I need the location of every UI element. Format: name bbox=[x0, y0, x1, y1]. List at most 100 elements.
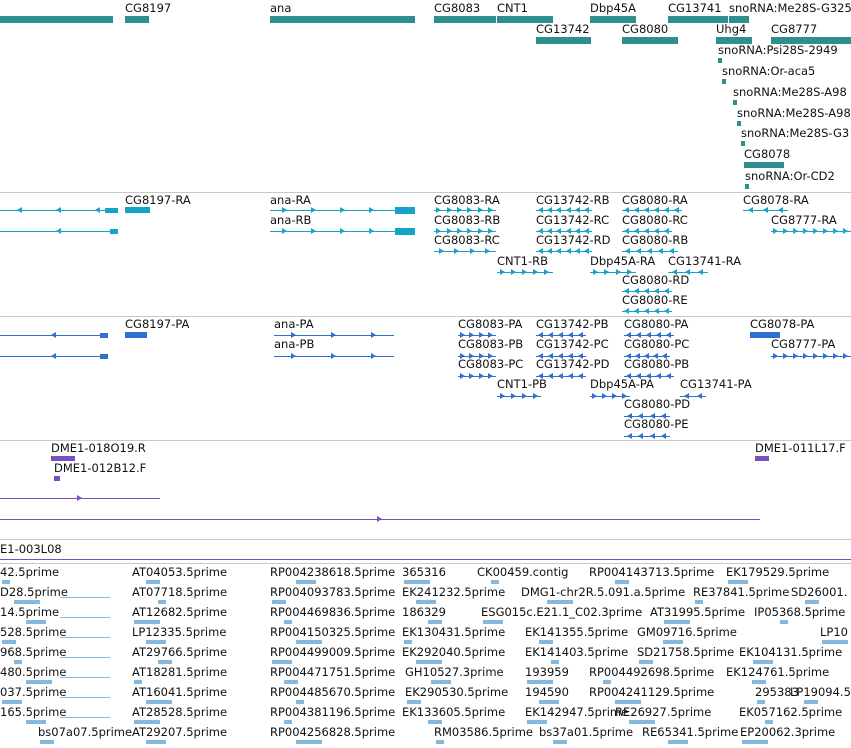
gene-glyph[interactable] bbox=[744, 162, 784, 168]
protein-label[interactable]: CG13742-PD bbox=[536, 357, 610, 371]
est-label[interactable]: 037.5prime bbox=[0, 685, 67, 699]
est-glyph[interactable] bbox=[158, 660, 172, 664]
protein-label[interactable]: CG8083-PC bbox=[458, 357, 524, 371]
transcript-label[interactable]: CG13741-RA bbox=[668, 254, 742, 268]
est-glyph[interactable] bbox=[416, 660, 442, 664]
est-glyph[interactable] bbox=[2, 640, 16, 644]
est-glyph[interactable] bbox=[134, 680, 142, 684]
est-glyph[interactable] bbox=[407, 700, 421, 704]
est-label[interactable]: EK142947.5prime bbox=[525, 705, 629, 719]
est-label[interactable]: CK00459.contig bbox=[477, 565, 569, 579]
gene-label[interactable]: Uhg4 bbox=[716, 22, 747, 36]
transcript-label[interactable]: CG8080-RD bbox=[622, 273, 690, 287]
protein-label[interactable]: CG8080-PC bbox=[624, 337, 690, 351]
feature-intron-line[interactable] bbox=[536, 210, 592, 211]
feature-intron-line[interactable] bbox=[60, 697, 110, 698]
feature-intron-line[interactable] bbox=[434, 210, 496, 211]
est-label[interactable]: ESG015c.E21.1_C02.3prime bbox=[481, 605, 643, 619]
est-glyph[interactable] bbox=[2, 700, 22, 704]
est-glyph[interactable] bbox=[296, 700, 304, 704]
feature-intron-line[interactable] bbox=[536, 231, 592, 232]
est-glyph[interactable] bbox=[146, 700, 172, 704]
protein-label[interactable]: CG13741-PA bbox=[680, 377, 752, 391]
gene-glyph[interactable] bbox=[0, 16, 113, 23]
est-label[interactable]: RP004093783.5prime bbox=[270, 585, 396, 599]
est-label[interactable]: IP05368.5prime bbox=[754, 605, 846, 619]
est-glyph[interactable] bbox=[296, 640, 322, 644]
protein-label[interactable]: CG8197-PA bbox=[125, 317, 190, 331]
gene-glyph[interactable] bbox=[718, 58, 722, 63]
est-glyph[interactable] bbox=[728, 580, 748, 584]
gene-glyph[interactable] bbox=[741, 141, 745, 146]
est-label[interactable]: AT12682.5prime bbox=[132, 605, 228, 619]
transcript-label[interactable]: CG8197-RA bbox=[125, 193, 191, 207]
est-glyph[interactable] bbox=[284, 620, 292, 624]
gene-label[interactable]: CG13742 bbox=[536, 22, 590, 36]
gene-label[interactable]: CG13741 bbox=[668, 1, 722, 15]
est-label[interactable]: AT29207.5prime bbox=[132, 725, 228, 739]
est-glyph[interactable] bbox=[134, 620, 160, 624]
clone-glyph[interactable] bbox=[755, 456, 769, 461]
gene-label[interactable]: snoRNA:Me28S-G3 bbox=[741, 126, 850, 140]
est-glyph[interactable] bbox=[527, 680, 553, 684]
est-glyph[interactable] bbox=[416, 600, 436, 604]
est-label[interactable]: 968.5prime bbox=[0, 645, 67, 659]
clone-label[interactable]: DME1-018O19.R bbox=[51, 441, 146, 455]
protein-label[interactable]: CG8083-PB bbox=[458, 337, 524, 351]
est-glyph[interactable] bbox=[780, 620, 788, 624]
est-label[interactable]: 165.5prime bbox=[0, 705, 67, 719]
gene-label[interactable]: Dbp45A bbox=[590, 1, 636, 15]
est-label[interactable]: EK141355.5prime bbox=[525, 625, 629, 639]
est-glyph[interactable] bbox=[639, 660, 653, 664]
gene-glyph[interactable] bbox=[716, 37, 752, 44]
feature-intron-line[interactable] bbox=[771, 356, 851, 357]
est-glyph[interactable] bbox=[134, 720, 160, 724]
clone-label[interactable]: DME1-012B12.F bbox=[54, 461, 147, 475]
est-label[interactable]: RP004485670.5prime bbox=[270, 685, 396, 699]
est-glyph[interactable] bbox=[146, 640, 166, 644]
feature-intron-line[interactable] bbox=[434, 251, 496, 252]
est-label[interactable]: 193959 bbox=[525, 665, 569, 679]
clone-label[interactable]: DME1-011L17.F bbox=[755, 441, 846, 455]
feature-intron-line[interactable] bbox=[60, 637, 110, 638]
est-label[interactable]: AT29766.5prime bbox=[132, 645, 228, 659]
est-label[interactable]: EK290530.5prime bbox=[405, 685, 509, 699]
est-label[interactable]: RM03586.5prime bbox=[434, 725, 533, 739]
gene-glyph[interactable] bbox=[536, 37, 591, 44]
protein-label[interactable]: ana-PA bbox=[274, 317, 314, 331]
est-glyph[interactable] bbox=[757, 700, 765, 704]
transcript-label[interactable]: CG8083-RA bbox=[434, 193, 500, 207]
est-glyph[interactable] bbox=[539, 700, 559, 704]
est-glyph[interactable] bbox=[26, 720, 46, 724]
protein-label[interactable]: Dbp45A-PA bbox=[590, 377, 654, 391]
est-label[interactable]: AT07718.5prime bbox=[132, 585, 228, 599]
est-glyph[interactable] bbox=[431, 680, 451, 684]
gene-label[interactable]: snoRNA:Me28S-A98 bbox=[733, 85, 847, 99]
est-label[interactable]: RP004238618.5prime bbox=[270, 565, 396, 579]
protein-label[interactable]: CG8080-PA bbox=[624, 317, 689, 331]
feature-intron-line[interactable] bbox=[0, 559, 851, 560]
est-glyph[interactable] bbox=[822, 640, 848, 644]
exon-glyph[interactable] bbox=[100, 333, 108, 338]
est-glyph[interactable] bbox=[491, 580, 499, 584]
est-label[interactable]: EK179529.5prime bbox=[726, 565, 830, 579]
exon-glyph[interactable] bbox=[125, 207, 150, 213]
gene-glyph[interactable] bbox=[270, 16, 415, 23]
est-label[interactable]: 528.5prime bbox=[0, 625, 67, 639]
est-glyph[interactable] bbox=[615, 700, 641, 704]
est-label[interactable]: 194590 bbox=[525, 685, 569, 699]
gene-glyph[interactable] bbox=[434, 16, 496, 23]
feature-intron-line[interactable] bbox=[60, 717, 110, 718]
gene-glyph[interactable] bbox=[733, 100, 737, 105]
est-label[interactable]: RP004492698.5prime bbox=[589, 665, 715, 679]
transcript-label[interactable]: CG13742-RD bbox=[536, 233, 611, 247]
protein-label[interactable]: CG8080-PD bbox=[624, 397, 691, 411]
feature-intron-line[interactable] bbox=[60, 657, 110, 658]
exon-glyph[interactable] bbox=[105, 208, 118, 213]
est-label[interactable]: AT04053.5prime bbox=[132, 565, 228, 579]
transcript-label[interactable]: CG8080-RC bbox=[622, 213, 688, 227]
est-label[interactable]: EK057162.5prime bbox=[739, 705, 843, 719]
gene-label[interactable]: ana bbox=[270, 1, 292, 15]
est-label[interactable]: RP004241129.5prime bbox=[589, 685, 715, 699]
